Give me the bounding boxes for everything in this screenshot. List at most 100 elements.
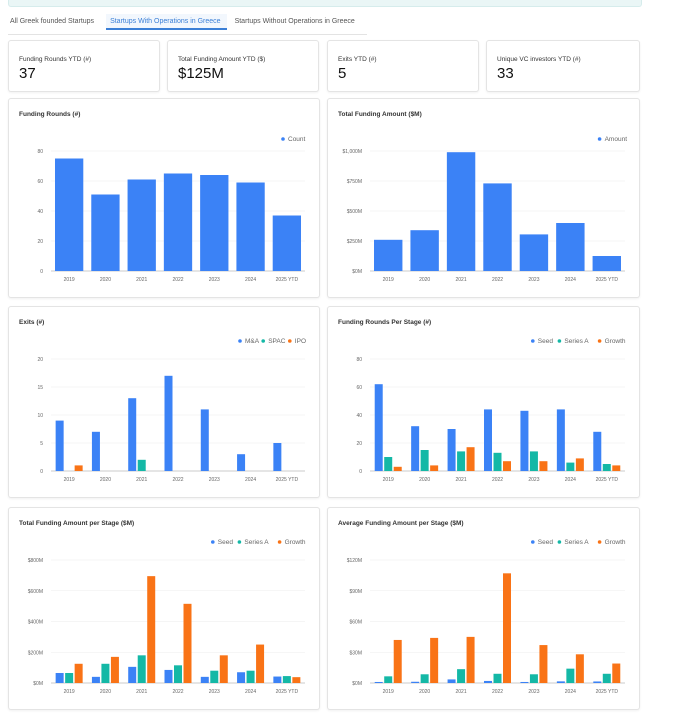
bar-seed — [128, 666, 137, 683]
bar-growth — [292, 677, 301, 683]
bar-growth — [575, 654, 584, 683]
kpi-label: Exits YTD (#) — [338, 56, 377, 63]
bar-series-a — [566, 462, 575, 471]
kpi-card-funding-rounds: Funding Rounds YTD (#) 37 — [8, 40, 160, 92]
bar-series-a — [384, 457, 393, 471]
x-tick-label: 2019 — [64, 277, 75, 283]
x-tick-label: 2023 — [209, 477, 220, 483]
x-tick-label: 2019 — [64, 689, 75, 695]
bar-growth — [256, 644, 265, 683]
x-tick-label: 2022 — [172, 477, 183, 483]
x-tick-label: 2023 — [209, 689, 220, 695]
bar-series-a — [493, 452, 502, 471]
x-tick-label: 2024 — [245, 277, 256, 283]
bar-growth — [612, 663, 621, 683]
total-funding-amount-chart: Total Funding Amount ($M) $0M $250M $500M $… — [327, 98, 640, 298]
legend-swatch-amount — [597, 137, 602, 141]
chart-title: Average Funding Amount per Stage ($M) — [338, 520, 464, 527]
x-tick-label: 2019 — [64, 477, 75, 483]
kpi-card-unique-vc-investors: Unique VC investors YTD (#) 33 — [486, 40, 640, 92]
legend-label: Seed — [538, 539, 554, 546]
bar-seed — [447, 679, 456, 683]
y-tick-label: 20 — [37, 357, 43, 363]
bar-growth — [183, 603, 192, 683]
bar-series-a — [137, 655, 146, 683]
bar-series-a — [174, 665, 182, 683]
x-tick-label: 2024 — [245, 689, 256, 695]
exits-chart: Exits (#) 0 5 10 15 20 2019 2020 2021 2022 2023 20… — [8, 306, 320, 498]
y-tick-label: $250M — [347, 239, 362, 245]
bar-series-a — [65, 673, 74, 683]
bar-growth — [110, 656, 119, 683]
bar-series-a — [602, 673, 611, 683]
tab-without-operations[interactable]: Startups Without Operations in Greece — [234, 18, 355, 25]
x-tick-label: 2022 — [492, 477, 503, 483]
kpi-label: Unique VC investors YTD (#) — [497, 56, 581, 63]
x-tick-label: 2020 — [100, 277, 111, 283]
bar-amount — [410, 230, 439, 271]
bar-seed — [273, 676, 282, 683]
x-tick-label: 2019 — [383, 689, 394, 695]
bar-m-a — [200, 409, 209, 471]
legend-swatch-seed — [531, 339, 535, 343]
y-tick-label: 15 — [37, 385, 43, 391]
x-tick-label: 2024 — [565, 277, 576, 283]
legend-swatch-growth — [597, 339, 602, 343]
x-tick-label: 2019 — [383, 277, 394, 283]
x-tick-label: 2025 YTD — [276, 277, 299, 283]
bar-seed — [447, 429, 456, 471]
x-tick-label: 2020 — [419, 277, 430, 283]
legend-swatch-spac — [261, 339, 265, 343]
bar-count — [236, 182, 265, 271]
bar-amount — [446, 152, 476, 271]
bar-seed — [520, 681, 529, 683]
bar-series-a — [246, 670, 255, 683]
funding-rounds-chart: Funding Rounds (#) 0 20 40 60 80 2019 2020 2021… — [8, 98, 320, 298]
tab-with-operations[interactable]: Startups With Operations in Greece — [106, 14, 227, 30]
tab-all-greek-founded[interactable]: All Greek founded Startups — [10, 18, 95, 25]
legend-swatch-m-a — [238, 339, 242, 343]
x-tick-label: 2020 — [100, 689, 111, 695]
y-tick-label: $60M — [349, 620, 362, 626]
bar-series-a — [101, 663, 110, 683]
bar-series-a — [282, 676, 291, 683]
average-funding-per-stage-chart: Average Funding Amount per Stage ($M) $0… — [327, 507, 640, 710]
y-tick-label: $800M — [28, 558, 43, 564]
legend-swatch-series-a — [237, 540, 242, 544]
bar-growth — [466, 636, 475, 683]
bar-seed — [91, 676, 100, 683]
bar-growth — [430, 637, 439, 683]
x-tick-label: 2024 — [245, 477, 256, 483]
bar-series-a — [457, 451, 466, 471]
kpi-label: Total Funding Amount YTD ($) — [178, 56, 266, 63]
y-tick-label: $1,000M — [343, 149, 362, 155]
x-tick-label: 2022 — [492, 689, 503, 695]
legend-label: Seed — [218, 539, 234, 546]
legend-label: Series A — [564, 338, 589, 345]
bar-m-a — [91, 431, 100, 471]
kpi-label: Funding Rounds YTD (#) — [19, 56, 92, 63]
top-banner — [8, 0, 642, 7]
bar-seed — [411, 426, 420, 471]
y-tick-label: 60 — [356, 385, 362, 391]
bar-series-a — [210, 670, 219, 683]
x-tick-label: 2023 — [528, 689, 539, 695]
bar-seed — [556, 409, 565, 471]
bar-amount — [556, 223, 585, 271]
x-tick-label: 2024 — [565, 477, 576, 483]
x-tick-label: 2023 — [528, 477, 539, 483]
kpi-card-exits: Exits YTD (#) 5 — [327, 40, 479, 92]
bar-seed — [556, 681, 565, 683]
y-tick-label: $0M — [352, 681, 362, 687]
x-tick-label: 2025 YTD — [276, 477, 299, 483]
chart-title: Total Funding Amount ($M) — [338, 111, 422, 118]
bar-amount — [483, 183, 512, 271]
bar-series-a — [493, 673, 502, 683]
bar-series-a — [602, 464, 611, 471]
y-tick-label: $30M — [349, 650, 362, 656]
bar-growth — [393, 639, 402, 683]
bar-seed — [411, 681, 420, 683]
y-tick-label: $600M — [28, 589, 43, 595]
bar-seed — [237, 672, 246, 683]
legend-swatch-growth — [597, 540, 602, 544]
